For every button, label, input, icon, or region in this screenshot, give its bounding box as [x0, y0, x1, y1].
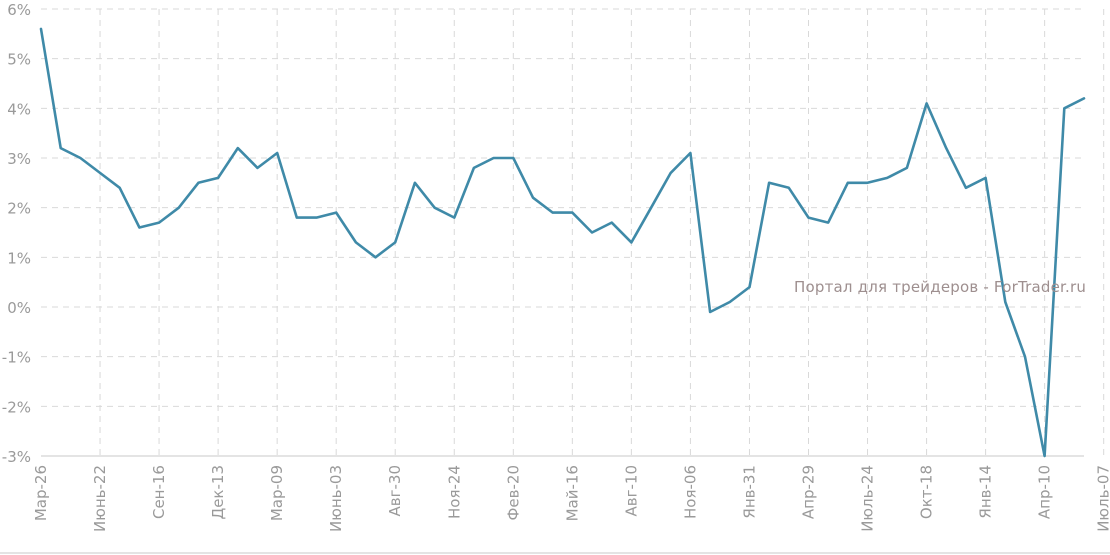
x-tick-label: Авг-10 [622, 465, 640, 516]
y-tick-label: 1% [7, 249, 31, 267]
series-line [39, 27, 1086, 458]
y-tick-label: -1% [2, 349, 31, 367]
x-tick-label: Сен-16 [150, 465, 168, 519]
x-tick-label: Мар-09 [268, 465, 286, 521]
y-gridlines [41, 8, 1084, 407]
y-tick-label: 4% [7, 100, 31, 118]
y-tick-label: 6% [7, 1, 31, 19]
x-tick-label: Авг-30 [386, 465, 404, 516]
y-tick-labels: 6% 5% 4% 3% 2% 1% 0% -1% -2% -3% [2, 1, 31, 466]
x-tick-label: Янв-31 [740, 465, 758, 519]
x-tick-label: Ноя-24 [445, 465, 463, 519]
x-tick-label: Фев-20 [504, 465, 522, 520]
x-tick-label: Июнь-03 [327, 465, 345, 532]
watermark-text: Портал для трейдеров - ForTrader.ru [794, 278, 1087, 296]
y-tick-label: 0% [7, 299, 31, 317]
x-tick-label: Дек-13 [209, 465, 227, 520]
y-tick-label: -2% [2, 398, 31, 416]
x-gridlines [99, 9, 1105, 456]
y-tick-label: 2% [7, 200, 31, 218]
x-tick-label: Окт-18 [918, 465, 936, 519]
x-tick-label: Май-16 [563, 465, 581, 521]
x-tick-label: Июль-24 [859, 465, 877, 532]
x-tick-label: Июль-07 [1095, 465, 1110, 532]
x-tick-label: Янв-14 [977, 465, 995, 519]
y-tick-label: 5% [7, 51, 31, 69]
x-tick-label: Ноя-06 [681, 465, 699, 519]
x-tick-label: Мар-26 [32, 465, 50, 521]
x-tick-label: Июнь-22 [91, 465, 109, 532]
y-tick-label: 3% [7, 150, 31, 168]
x-tick-labels: Мар-26 Июнь-22 Сен-16 Дек-13 Мар-09 Июнь-03 Ав… [32, 465, 1110, 532]
x-tick-label: Апр-10 [1036, 465, 1054, 519]
y-tick-label: -3% [2, 448, 31, 466]
x-tick-label: Апр-29 [799, 465, 817, 519]
